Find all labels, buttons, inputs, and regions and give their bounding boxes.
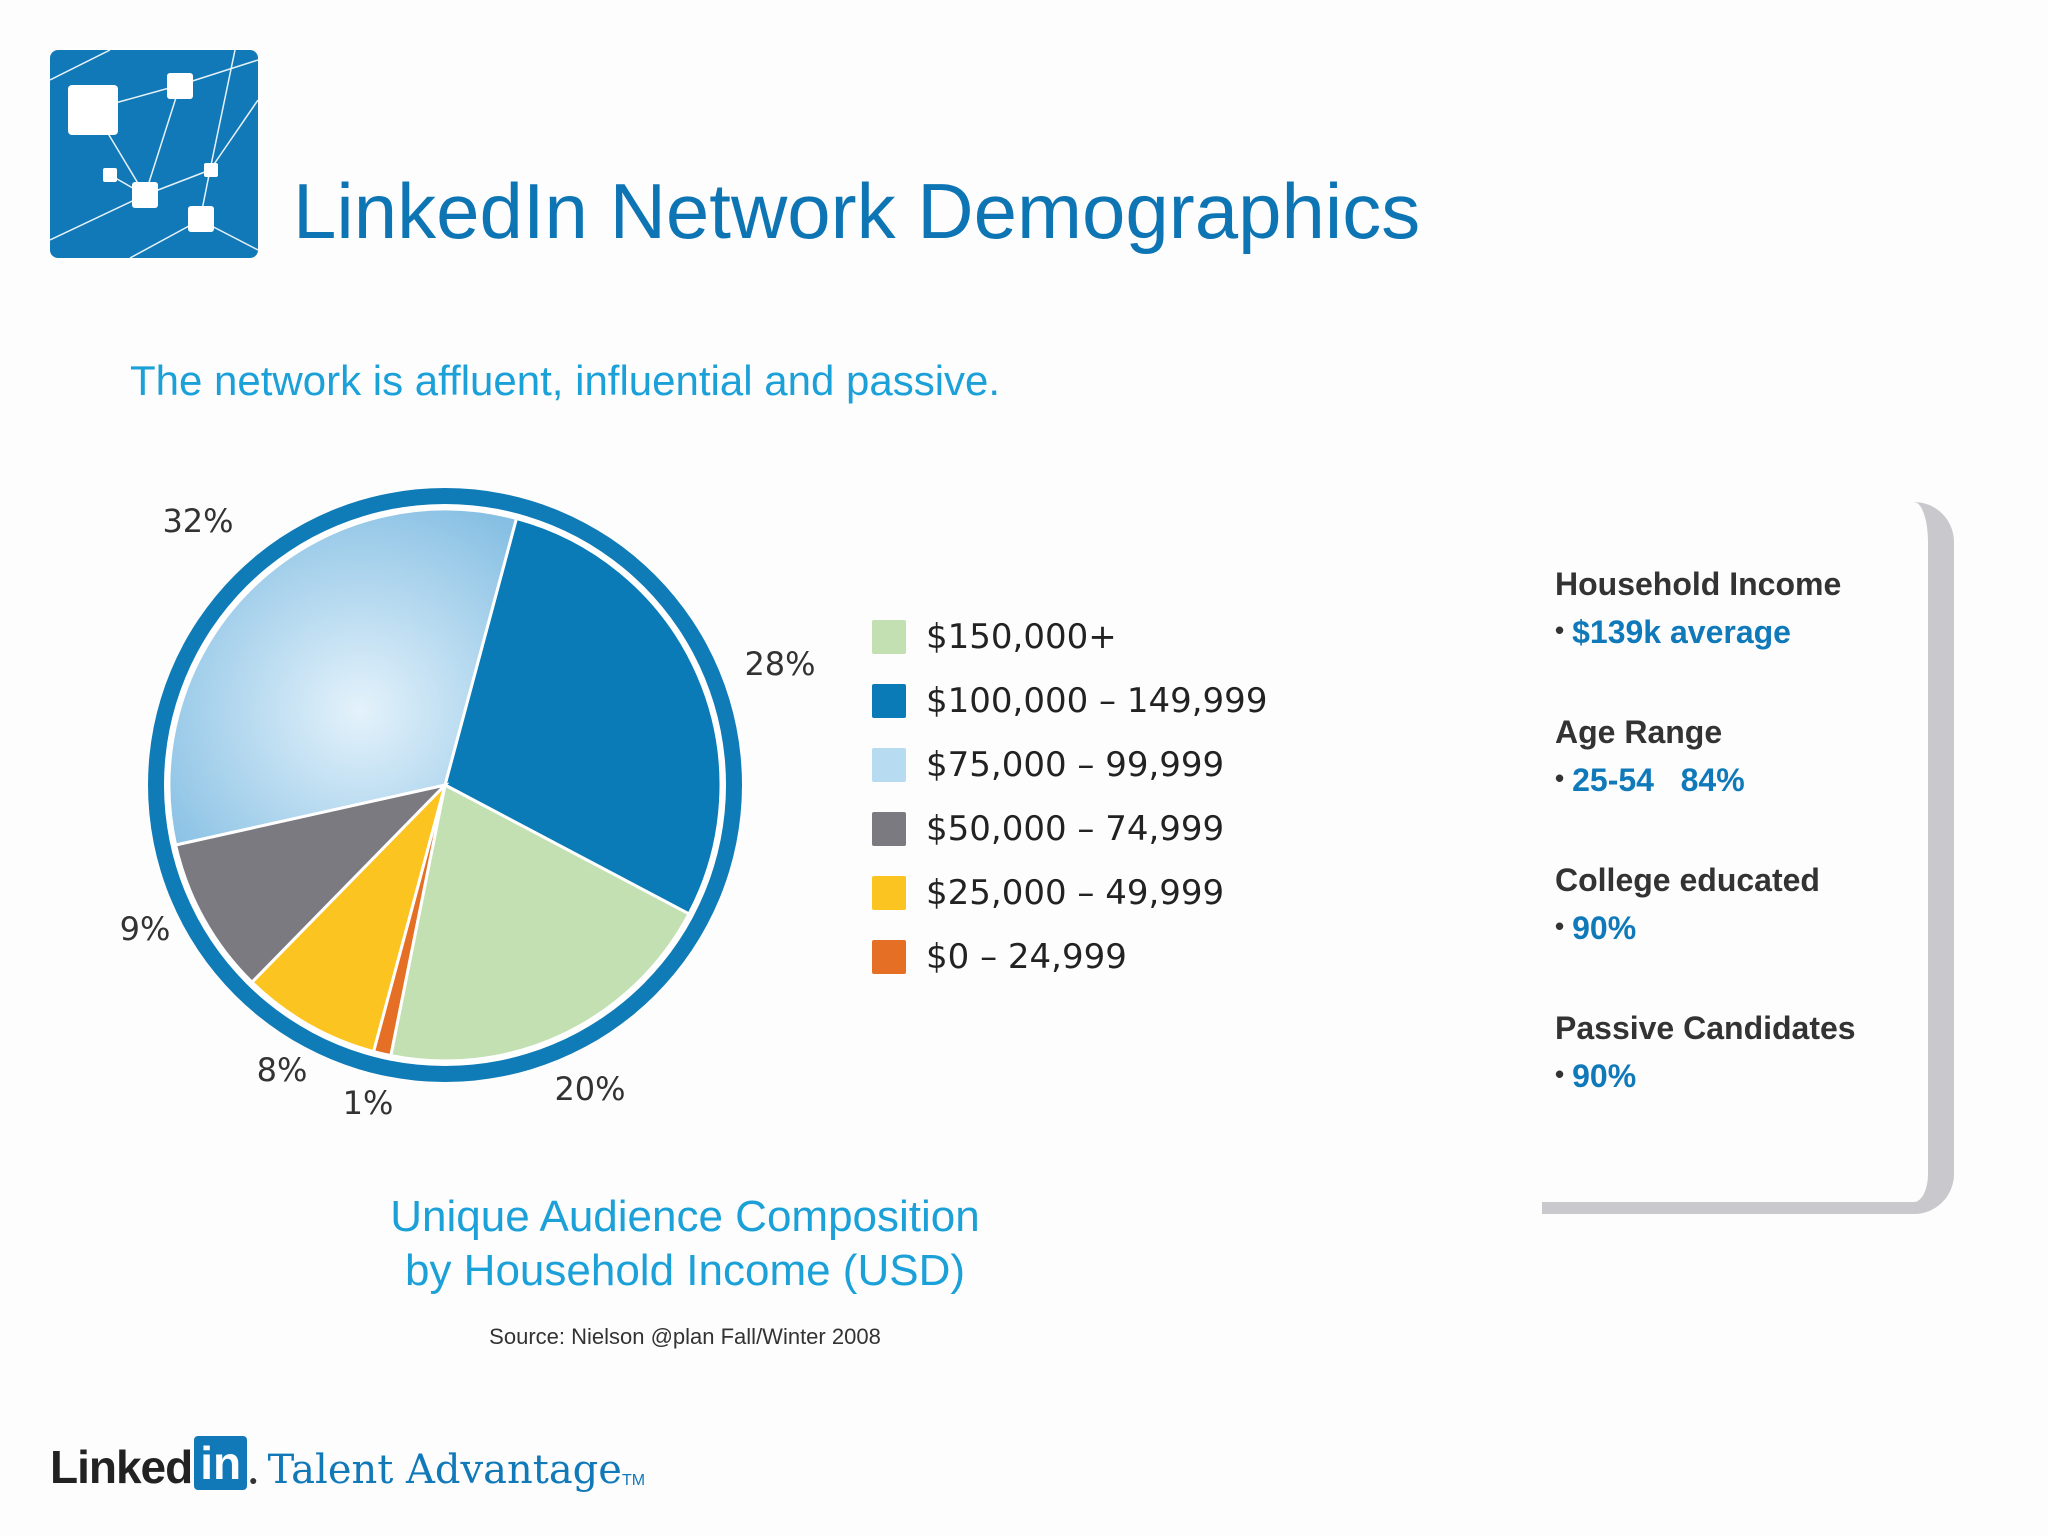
registered-dot-icon: ● bbox=[249, 1472, 258, 1488]
chart-caption-line-1: Unique Audience Composition bbox=[390, 1192, 980, 1241]
legend-label: $0 – 24,999 bbox=[926, 937, 1127, 977]
chart-source: Source: Nielson @plan Fall/Winter 2008 bbox=[489, 1324, 881, 1349]
footer-logo: Linked in ● Talent Advantage TM bbox=[50, 1436, 645, 1490]
pie-slice bbox=[443, 516, 723, 916]
pie-slice-label: 28% bbox=[744, 645, 815, 683]
stats-panel: Household Income • $139k average Age Rang… bbox=[1555, 568, 1895, 1160]
page-title: LinkedIn Network Demographics bbox=[293, 167, 1421, 255]
stat-value-row: • 90% bbox=[1555, 1060, 1895, 1092]
stat-value-row: • $139k average bbox=[1555, 616, 1895, 648]
legend-swatch bbox=[872, 748, 906, 782]
legend-label: $75,000 – 99,999 bbox=[926, 745, 1225, 785]
chart-caption: Unique Audience Composition by Household… bbox=[340, 1190, 1030, 1298]
stat-value: 90% bbox=[1572, 910, 1637, 946]
stat-label: Household Income bbox=[1555, 566, 1842, 602]
stat-household-income: Household Income • $139k average bbox=[1555, 568, 1895, 716]
stat-value-row: • 25-54 84% bbox=[1555, 764, 1895, 796]
legend-label: $50,000 – 74,999 bbox=[926, 809, 1225, 849]
trademark-mark: TM bbox=[621, 1472, 646, 1489]
legend-swatch bbox=[872, 812, 906, 846]
legend-item: $50,000 – 74,999 bbox=[872, 797, 1267, 861]
product-name: Talent Advantage bbox=[267, 1447, 622, 1493]
linkedin-wordmark: Linked bbox=[50, 1441, 193, 1493]
pie-slice-label: 20% bbox=[554, 1070, 625, 1108]
legend-label: $100,000 – 149,999 bbox=[926, 681, 1268, 721]
legend-item: $100,000 – 149,999 bbox=[872, 669, 1267, 733]
legend-item: $75,000 – 99,999 bbox=[872, 733, 1267, 797]
legend-item: $0 – 24,999 bbox=[872, 925, 1267, 989]
stat-age-range: Age Range • 25-54 84% bbox=[1555, 716, 1895, 864]
chart-legend: $150,000+ $100,000 – 149,999 $75,000 – 99,… bbox=[872, 605, 1267, 989]
legend-item: $150,000+ bbox=[872, 605, 1267, 669]
stat-value-row: • 90% bbox=[1555, 912, 1895, 944]
pie-slice bbox=[167, 507, 519, 847]
linkedin-in-icon: in bbox=[194, 1436, 248, 1490]
pie-slice-label: 9% bbox=[120, 910, 171, 948]
pie-slice bbox=[249, 779, 448, 1054]
bullet-icon: • bbox=[1555, 615, 1565, 645]
legend-label: $150,000+ bbox=[926, 617, 1117, 657]
stat-value: $139k average bbox=[1572, 614, 1791, 650]
page-subtitle: The network is affluent, influential and… bbox=[130, 357, 1001, 404]
pie-slice bbox=[389, 782, 692, 1063]
legend-swatch bbox=[872, 684, 906, 718]
chart-caption-line-2: by Household Income (USD) bbox=[404, 1246, 965, 1295]
network-graph-icon bbox=[50, 50, 258, 258]
bullet-icon: • bbox=[1555, 763, 1565, 793]
stat-label: Age Range bbox=[1555, 714, 1723, 750]
legend-label: $25,000 – 49,999 bbox=[926, 873, 1225, 913]
stat-label: Passive Candidates bbox=[1555, 1010, 1856, 1046]
stat-passive-candidates: Passive Candidates • 90% bbox=[1555, 1012, 1895, 1160]
stat-college-educated: College educated • 90% bbox=[1555, 864, 1895, 1012]
network-logo-icon bbox=[50, 50, 258, 258]
legend-swatch bbox=[872, 876, 906, 910]
pie-labels: 28% 20% 1% 8% 9% 32% bbox=[120, 502, 816, 1122]
pie-slices bbox=[167, 507, 723, 1063]
legend-swatch bbox=[872, 940, 906, 974]
pie-slice-label: 8% bbox=[257, 1051, 308, 1089]
legend-item: $25,000 – 49,999 bbox=[872, 861, 1267, 925]
pie-slice-label: 1% bbox=[343, 1084, 394, 1122]
bullet-icon: • bbox=[1555, 911, 1565, 941]
stat-value: 90% bbox=[1572, 1058, 1637, 1094]
stat-value: 25-54 84% bbox=[1572, 762, 1745, 798]
legend-swatch bbox=[872, 620, 906, 654]
pie-slice-label: 32% bbox=[162, 502, 233, 540]
stat-label: College educated bbox=[1555, 862, 1820, 898]
pie-slice bbox=[173, 782, 450, 985]
bullet-icon: • bbox=[1555, 1059, 1565, 1089]
stats-panel-frame bbox=[1542, 502, 1954, 1214]
